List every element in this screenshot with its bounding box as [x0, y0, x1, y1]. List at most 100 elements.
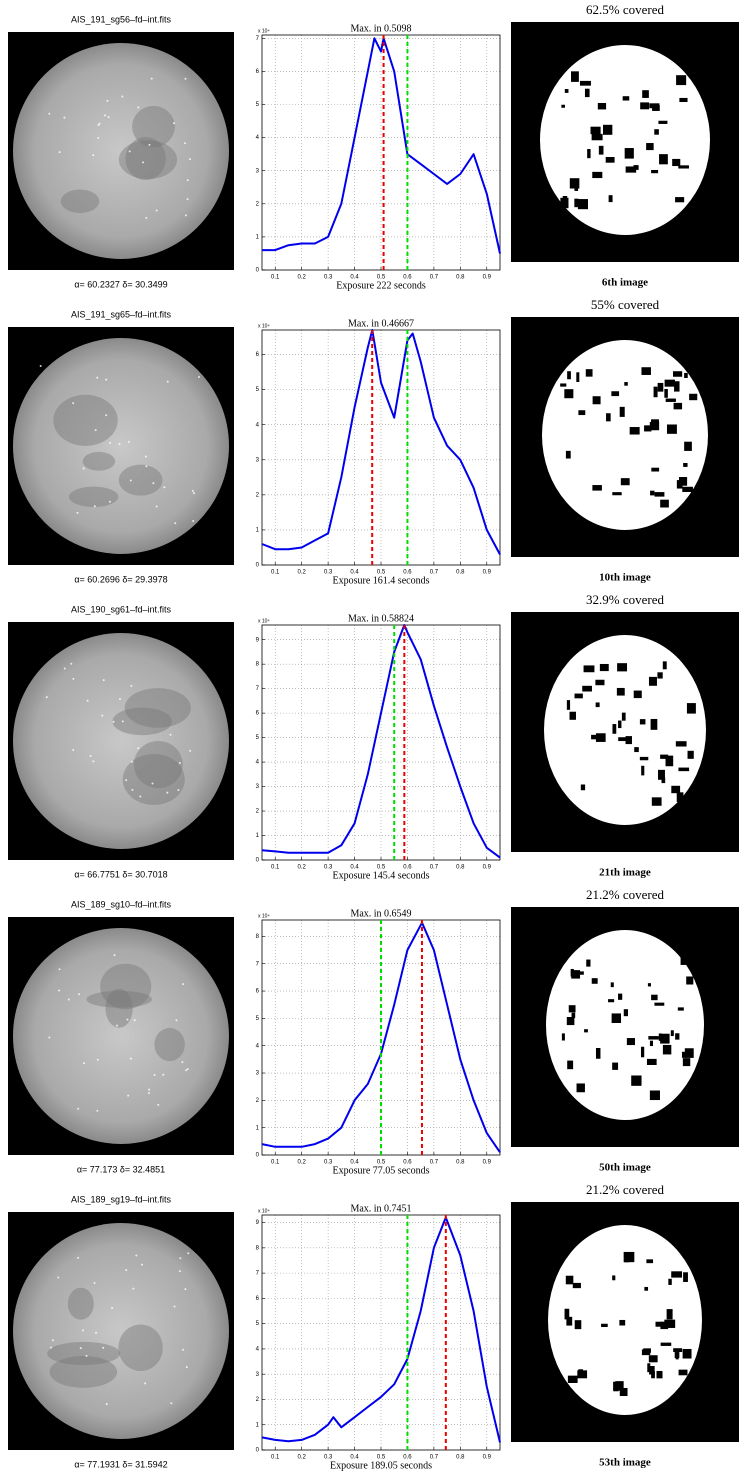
mask-hole	[686, 976, 694, 985]
y-tick-label: 6	[256, 989, 260, 995]
x-tick-label: 0.6	[403, 570, 412, 576]
mask-hole	[566, 1316, 573, 1326]
y-tick-label: 4	[256, 422, 260, 428]
mask-hole	[629, 427, 640, 435]
mask-hole	[688, 209, 697, 220]
star	[126, 1018, 129, 1021]
mask-hole	[568, 1005, 576, 1013]
mask-hole	[571, 970, 581, 979]
y-tick-label: 6	[256, 352, 260, 358]
mask-hole	[675, 197, 685, 203]
star	[57, 1276, 60, 1279]
mask-hole	[673, 402, 683, 410]
mask-hole	[612, 1062, 619, 1070]
x-tick-label: 0.5	[377, 570, 386, 576]
x-axis-label: Exposure 77.05 seconds	[333, 1165, 430, 1176]
star	[178, 1270, 181, 1273]
x-tick-label: 0.6	[403, 275, 412, 281]
mask-hole	[666, 424, 677, 434]
mask-hole	[660, 754, 669, 759]
mask-hole	[641, 1349, 651, 1356]
star	[112, 720, 115, 723]
mask-hole	[648, 676, 657, 686]
mask-hole	[612, 724, 617, 734]
mask-hole	[578, 1369, 584, 1376]
mask-hole	[651, 467, 660, 472]
plot-frame	[261, 1214, 501, 1451]
mask-hole	[689, 665, 694, 671]
cloud-shadow	[47, 1341, 121, 1366]
star	[77, 1256, 80, 1259]
star	[63, 667, 66, 670]
mask-hole	[599, 663, 609, 672]
mask-hole	[591, 978, 598, 984]
plot-frame	[261, 624, 501, 861]
mask-hole	[584, 88, 590, 98]
mask-hole	[684, 1048, 694, 1058]
mask-hole	[574, 693, 583, 699]
mask-cloud	[546, 930, 704, 1120]
cloud-shadow	[49, 1355, 118, 1388]
y-tick-label: 3	[256, 784, 260, 790]
star	[189, 749, 192, 752]
mask-hole	[665, 398, 676, 402]
cloud-shadow	[122, 753, 185, 805]
mask-hole	[608, 999, 615, 1003]
mask-hole	[612, 492, 622, 496]
mask-hole	[618, 993, 623, 1000]
mask-hole	[613, 1381, 618, 1391]
mask-hole	[625, 736, 632, 745]
mask-hole	[662, 1044, 672, 1055]
star	[186, 179, 189, 182]
cloud-shadow	[100, 963, 152, 1010]
star	[115, 1024, 118, 1027]
mask-hole	[618, 720, 622, 729]
star	[131, 788, 134, 791]
y-tick-label: 1	[256, 1422, 260, 1428]
coordinates: α= 60.2696 δ= 29.3978	[74, 574, 167, 584]
star	[105, 414, 108, 417]
star	[83, 1062, 86, 1065]
coverage: 55% covered	[591, 297, 660, 312]
y-tick-label: 1	[256, 833, 260, 839]
x-axis-label: Exposure 145.4 seconds	[333, 870, 430, 881]
star	[192, 520, 195, 523]
x-tick-label: 0.8	[456, 275, 465, 281]
mask-hole	[566, 700, 571, 710]
mask-hole	[651, 169, 659, 174]
star	[166, 791, 169, 794]
mask-hole	[587, 149, 591, 159]
mask-hole	[626, 1038, 635, 1046]
star	[129, 479, 132, 482]
mask-hole	[595, 702, 600, 708]
x-tick-label: 0.1	[271, 865, 280, 871]
mask-hole	[686, 703, 696, 714]
mask-hole	[602, 124, 613, 135]
x-tick-label: 0.9	[483, 570, 492, 576]
x-tick-label: 0.3	[324, 1455, 333, 1461]
star	[133, 1019, 136, 1022]
x-tick-label: 0.7	[430, 1160, 439, 1166]
y-tick-label: 5	[256, 102, 260, 108]
mask-hole	[650, 718, 658, 730]
y-tick-label: 5	[256, 735, 260, 741]
mask-hole	[576, 372, 580, 382]
cloud-shadow	[118, 1324, 163, 1372]
cloud-shadow	[105, 988, 133, 1028]
x-tick-label: 0.7	[430, 1455, 439, 1461]
star	[166, 380, 169, 383]
y-scale-label: x 10⁴	[258, 28, 270, 34]
star	[79, 1347, 82, 1350]
star	[121, 720, 124, 723]
star	[192, 492, 195, 495]
mask-hole	[567, 1060, 574, 1070]
x-tick-label: 0.4	[350, 275, 359, 281]
x-tick-label: 0.5	[377, 275, 386, 281]
cloud-shadow	[82, 451, 116, 471]
cloud-shadow	[133, 741, 183, 789]
mask-hole	[646, 143, 654, 151]
mask-hole	[642, 90, 649, 98]
x-tick-label: 0.5	[377, 1160, 386, 1166]
star	[179, 1257, 182, 1260]
cloud-shadow	[67, 1287, 94, 1320]
